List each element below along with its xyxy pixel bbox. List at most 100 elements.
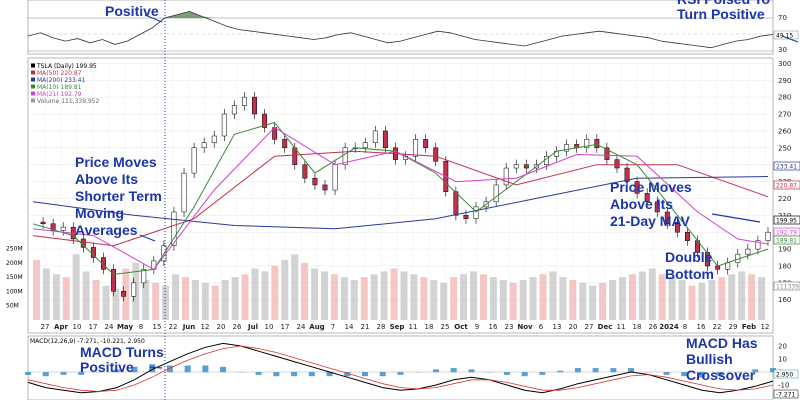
x-tick: 15	[153, 323, 162, 331]
volume-bar	[609, 280, 617, 320]
arrow-price-short	[139, 234, 156, 242]
volume-tick: 100M	[6, 288, 23, 295]
legend-entry: MA(21) 192.79	[37, 91, 82, 98]
volume-bar	[350, 280, 358, 320]
legend-swatch	[31, 91, 35, 96]
volume-bar	[211, 285, 219, 320]
volume-tick: 250M	[6, 246, 23, 253]
volume-bar	[479, 274, 487, 320]
macd-histogram-bar	[344, 372, 351, 377]
price-value-label: 220.87	[776, 183, 797, 190]
candle-body	[171, 211, 177, 246]
annotation-line: Price Moves	[610, 179, 692, 195]
candle-body	[101, 257, 106, 270]
x-tick: 10	[265, 323, 274, 331]
candle-body	[664, 211, 670, 225]
volume-bar	[92, 280, 100, 320]
candle-body	[493, 184, 499, 203]
macd-histogram-bar	[752, 369, 759, 373]
annotation-line: 21-Day MAV	[610, 213, 691, 229]
volume-bar	[638, 271, 646, 320]
volume-bar	[72, 254, 80, 320]
volume-bar	[370, 274, 378, 320]
annotation-line: MACD Has	[686, 335, 758, 351]
volume-bar	[579, 282, 587, 320]
candle-body	[685, 231, 690, 241]
macd-histogram-bar	[628, 368, 635, 373]
price-value-label: 189.81	[776, 238, 797, 245]
x-tick: 13	[553, 323, 562, 331]
candle-body	[252, 96, 257, 115]
candle-body	[362, 142, 368, 149]
annotation-line: Averages	[75, 222, 138, 238]
price-value-label: 233.41	[776, 164, 797, 171]
volume-tick: 50M	[6, 303, 19, 310]
annotation-line: Above Its	[75, 171, 138, 187]
candle-body	[453, 191, 459, 216]
candle-body	[50, 223, 56, 231]
macd-histogram-bar	[503, 372, 510, 375]
ma-line	[32, 126, 769, 271]
candle-body	[312, 177, 318, 186]
macd-histogram-bar	[379, 372, 386, 377]
rsi-tick-30: 30	[778, 46, 787, 54]
candle-body	[181, 172, 187, 213]
volume-bar	[509, 282, 517, 320]
volume-bar	[33, 260, 40, 320]
price-value-label: 111339	[776, 284, 799, 291]
macd-histogram-bar	[450, 368, 457, 373]
macd-histogram-bar	[716, 372, 723, 377]
rsi-value-box	[773, 30, 799, 40]
volume-bar	[748, 274, 756, 320]
candle-body	[634, 181, 640, 194]
legend-swatch	[31, 77, 35, 82]
macd-histogram-bar	[131, 366, 138, 373]
annotation-positive-line: Positive	[105, 3, 159, 19]
macd-histogram-bar	[255, 372, 262, 375]
macd-signal-line	[27, 345, 774, 392]
candle-body	[241, 96, 247, 106]
x-tick: Feb	[742, 323, 756, 331]
annotation-macd-turns: MACD Turns Positive	[80, 344, 164, 375]
x-tick: 18	[633, 323, 642, 331]
arrow-price-21	[711, 213, 761, 223]
candle-body	[614, 159, 620, 169]
x-tick: 23	[505, 323, 514, 331]
volume-bar	[181, 277, 189, 320]
x-tick: Dec	[598, 323, 613, 331]
volume-bar	[231, 277, 239, 320]
price-value-label: 192.79	[776, 230, 797, 237]
x-tick: May	[117, 323, 133, 331]
volume-bar	[678, 280, 686, 320]
candle-body	[302, 164, 308, 179]
candle-body	[433, 147, 439, 162]
macd-tick: -10	[778, 382, 789, 390]
legend-swatch	[31, 70, 35, 75]
macd-histogram-bar	[468, 369, 475, 373]
x-tick: Nov	[517, 323, 533, 331]
volume-bar	[628, 274, 636, 320]
macd-histogram-bar	[220, 366, 227, 373]
candle-body	[141, 269, 147, 284]
macd-legend: MACD(12,26,9) -7.271, -10.221, 2.950	[30, 338, 145, 345]
price-tick: 190	[778, 246, 791, 254]
macd-histogram-bar	[78, 372, 85, 375]
volume-bar	[738, 271, 746, 320]
volume-bar	[162, 285, 170, 320]
price-panel: 1601701801902002102202302402502602702802…	[6, 57, 800, 334]
rsi-overbought-fill	[139, 11, 227, 18]
macd-histogram-bar	[574, 368, 581, 373]
volume-bar	[728, 274, 736, 320]
volume-bar	[52, 274, 60, 320]
candle-body	[594, 139, 600, 149]
x-tick: 9	[475, 323, 479, 331]
volume-bar	[42, 268, 50, 320]
x-tick: 16	[489, 323, 498, 331]
candle-body	[231, 105, 237, 115]
volume-bar	[688, 285, 696, 320]
candle-body	[40, 221, 46, 225]
macd-histogram-bar	[362, 372, 369, 377]
macd-histogram-bar	[539, 372, 546, 375]
x-tick: 11	[617, 323, 626, 331]
volume-bar	[599, 282, 607, 320]
